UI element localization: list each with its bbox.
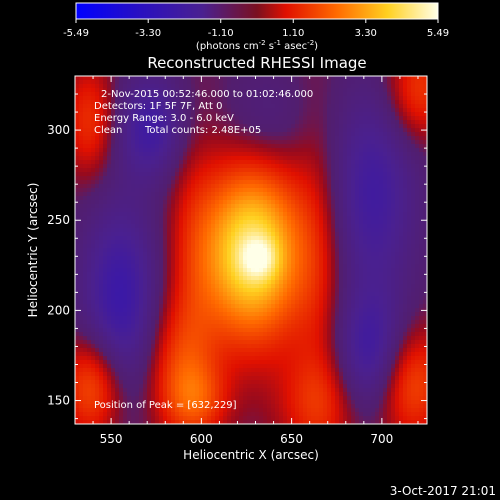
colorbar-tick-label: 5.49 [427,28,449,39]
annotation-energy-range: Energy Range: 3.0 - 6.0 keV [94,113,234,124]
annotation-total-counts: Total counts: 2.48E+05 [144,125,261,136]
y-axis-label: Heliocentric Y (arcsec) [26,183,40,318]
plot-frame [74,75,428,425]
colorbar-gradient [75,2,439,20]
x-tick-label: 600 [190,432,213,446]
x-axis-label: Heliocentric X (arcsec) [183,448,319,462]
heatmap-image [74,75,428,425]
colorbar: -5.49 -3.30 -1.10 1.10 3.30 5.49 (photons cm-… [63,2,449,52]
x-tick-label: 650 [280,432,303,446]
colorbar-tick-label: 3.30 [355,28,377,39]
footer-timestamp: 3-Oct-2017 21:01 [390,484,496,498]
colorbar-ticks: -5.49 -3.30 -1.10 1.10 3.30 5.49 [63,19,449,39]
colorbar-tick-label: -5.49 [63,28,89,39]
annotation-detectors: Detectors: 1F 5F 7F, Att 0 [94,101,222,112]
colorbar-unit-label: (photons cm-2 s-1 asec-2) [196,39,318,52]
x-tick-label: 700 [370,432,393,446]
chart-title: Reconstructed RHESSI Image [147,54,366,72]
y-axis: 150 200 250 300 [47,75,427,420]
x-tick-label: 550 [100,432,123,446]
x-axis: 550 600 650 700 [74,76,419,446]
colorbar-tick-label: 1.10 [282,28,304,39]
y-tick-label: 150 [47,394,70,408]
colorbar-tick-label: -1.10 [208,28,234,39]
y-tick-label: 200 [47,303,70,317]
annotation-clean: Clean [94,125,122,136]
colorbar-tick-label: -3.30 [135,28,161,39]
annotations: 2-Nov-2015 00:52:46.000 to 01:02:46.000 … [94,89,313,411]
annotation-time-range: 2-Nov-2015 00:52:46.000 to 01:02:46.000 [101,89,313,100]
y-tick-label: 300 [47,123,70,137]
annotation-peak-position: Position of Peak = [632,229] [94,400,237,411]
y-tick-label: 250 [47,213,70,227]
